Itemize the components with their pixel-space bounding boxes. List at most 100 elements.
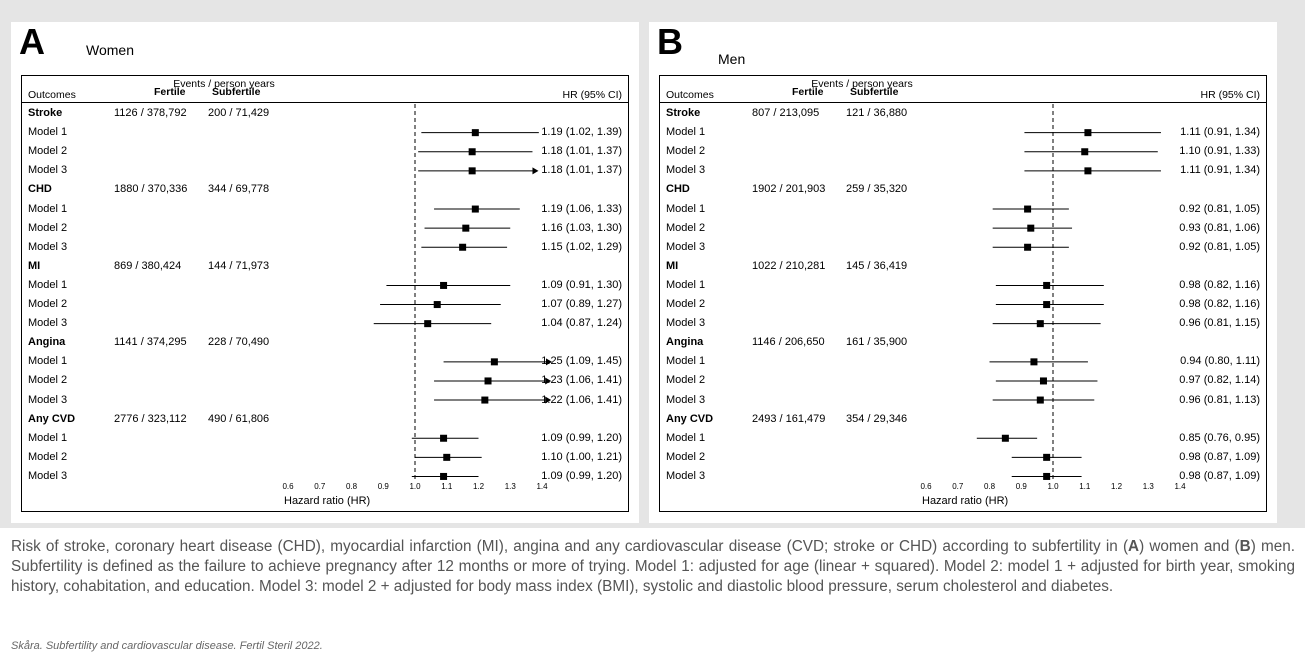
model-label: Model 1	[666, 278, 706, 291]
outcome-group-row: Angina 1146 / 206,650 161 / 35,900	[660, 333, 1266, 352]
outcome-label: MI	[666, 259, 679, 272]
model-row: Model 1 0.85 (0.76, 0.95)	[660, 429, 1266, 448]
point-estimate	[1027, 224, 1035, 232]
point-estimate	[1036, 320, 1044, 328]
figure-background: A Women Events / person years Outcomes F…	[0, 0, 1305, 528]
outcome-label: Any CVD	[666, 412, 714, 425]
outcome-label: Stroke	[666, 107, 701, 119]
model-label: Model 3	[28, 317, 68, 330]
model-label: Model 2	[666, 450, 706, 463]
caption-panel-b: B	[1239, 538, 1251, 555]
model-row: Model 2 0.97 (0.82, 1.14)	[660, 371, 1266, 390]
model-label: Model 2	[666, 145, 706, 158]
hr-ci-label: 0.85 (0.76, 0.95)	[1179, 431, 1260, 444]
hr-ci-label: 1.11 (0.91, 1.34)	[1180, 126, 1260, 139]
x-tick-label: 0.8	[984, 482, 996, 491]
subfertile-events: 344 / 69,778	[208, 183, 270, 196]
x-axis-title: Hazard ratio (HR)	[922, 495, 1009, 507]
model-row: Model 3 1.09 (0.99, 1.20)	[22, 467, 628, 486]
subfertile-events: 121 / 36,880	[846, 107, 908, 119]
fertile-events: 1022 / 210,281	[752, 259, 826, 272]
hr-ci-label: 1.04 (0.87, 1.24)	[541, 317, 622, 330]
model-row: Model 3 1.15 (1.02, 1.29)	[22, 238, 628, 257]
ci-arrow	[545, 377, 552, 385]
subfertile-events: 490 / 61,806	[208, 412, 270, 425]
point-estimate	[484, 377, 492, 385]
fertile-events: 807 / 213,095	[752, 107, 820, 119]
point-estimate	[1081, 148, 1089, 156]
model-label: Model 3	[666, 164, 706, 177]
hr-ci-label: 1.19 (1.02, 1.39)	[541, 126, 622, 139]
model-label: Model 3	[666, 317, 706, 330]
outcome-label: Angina	[666, 336, 704, 349]
point-estimate	[468, 167, 476, 175]
outcome-group-row: Stroke 807 / 213,095 121 / 36,880	[660, 104, 1266, 123]
fertile-events: 2493 / 161,479	[752, 412, 826, 425]
subfertile-events: 145 / 36,419	[846, 259, 908, 272]
point-estimate	[424, 320, 432, 328]
hr-ci-label: 0.98 (0.82, 1.16)	[1179, 278, 1260, 291]
x-tick-label: 1.1	[441, 482, 453, 491]
hr-ci-label: 1.15 (1.02, 1.29)	[541, 240, 622, 253]
hr-ci-label: 1.25 (1.09, 1.45)	[541, 355, 622, 368]
subfertile-events: 228 / 70,490	[208, 336, 270, 349]
point-estimate	[1039, 377, 1047, 385]
model-row: Model 1 1.11 (0.91, 1.34)	[660, 123, 1266, 142]
x-tick-label: 0.8	[346, 482, 358, 491]
panel-subtitle: Men	[718, 51, 746, 67]
fertile-events: 1126 / 378,792	[114, 107, 187, 119]
model-row: Model 1 0.94 (0.80, 1.11)	[660, 352, 1266, 371]
caption-text: Risk of stroke, coronary heart disease (…	[11, 538, 1129, 555]
model-label: Model 3	[666, 240, 706, 253]
ci-arrow	[545, 396, 552, 404]
point-estimate	[1001, 434, 1009, 442]
events-header: Events / person years	[811, 78, 913, 90]
outcome-group-row: MI 1022 / 210,281 145 / 36,419	[660, 257, 1266, 276]
hr-ci-label: 0.98 (0.87, 1.09)	[1179, 450, 1260, 463]
subfertile-events: 259 / 35,320	[846, 183, 908, 196]
fertile-events: 2776 / 323,112	[114, 412, 187, 425]
model-label: Model 2	[28, 298, 68, 310]
caption-panel-a: A	[1128, 538, 1140, 555]
header-divider	[660, 102, 1266, 103]
point-estimate	[481, 396, 489, 404]
model-label: Model 3	[28, 469, 68, 482]
model-row: Model 1 0.98 (0.82, 1.16)	[660, 276, 1266, 295]
point-estimate	[1043, 472, 1051, 480]
model-row: Model 3 0.96 (0.81, 1.15)	[660, 314, 1266, 333]
model-row: Model 3 0.96 (0.81, 1.13)	[660, 391, 1266, 410]
hr-ci-label: 0.96 (0.81, 1.13)	[1179, 393, 1260, 406]
x-tick-label: 1.4	[536, 482, 548, 491]
x-tick-label: 1.0	[409, 482, 421, 491]
model-row: Model 1 1.19 (1.06, 1.33)	[22, 200, 628, 219]
point-estimate	[1084, 129, 1092, 137]
hr-ci-label: 0.98 (0.87, 1.09)	[1179, 469, 1260, 482]
x-tick-label: 1.3	[1143, 482, 1155, 491]
hr-ci-label: 0.94 (0.80, 1.11)	[1180, 355, 1260, 368]
model-row: Model 1 1.09 (0.99, 1.20)	[22, 429, 628, 448]
outcome-group-row: CHD 1880 / 370,336 344 / 69,778	[22, 180, 628, 199]
model-row: Model 2 1.10 (1.00, 1.21)	[22, 448, 628, 467]
subfertile-events: 161 / 35,900	[846, 336, 908, 349]
model-label: Model 1	[28, 278, 68, 291]
hr-ci-label: 1.10 (0.91, 1.33)	[1179, 145, 1260, 158]
panel-letter: B	[657, 21, 683, 62]
model-label: Model 3	[28, 240, 68, 253]
x-tick-label: 1.2	[1111, 482, 1123, 491]
fertile-events: 1902 / 201,903	[752, 183, 826, 196]
model-row: Model 1 1.19 (1.02, 1.39)	[22, 123, 628, 142]
model-row: Model 2 0.93 (0.81, 1.06)	[660, 219, 1266, 238]
subfertile-header: Subfertile	[850, 86, 899, 98]
outcome-label: Any CVD	[28, 412, 76, 425]
fertile-events: 1880 / 370,336	[114, 183, 188, 196]
model-row: Model 2 1.18 (1.01, 1.37)	[22, 142, 628, 161]
model-label: Model 1	[28, 202, 68, 215]
point-estimate	[1024, 243, 1032, 251]
forest-plot-frame: Events / person years Outcomes Fertile S…	[21, 75, 629, 512]
hr-ci-label: 0.92 (0.81, 1.05)	[1179, 240, 1260, 253]
point-estimate	[1036, 396, 1044, 404]
x-tick-label: 0.6	[920, 482, 932, 491]
x-tick-label: 0.9	[378, 482, 390, 491]
model-label: Model 3	[28, 393, 68, 406]
model-label: Model 2	[28, 145, 68, 158]
